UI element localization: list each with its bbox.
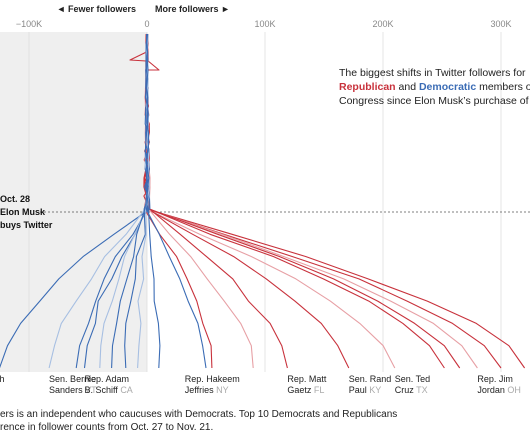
members-of-text: members of — [479, 81, 530, 93]
description-line: The biggest shifts in Twitter followers … — [339, 67, 526, 79]
democratic-label: Democratic — [418, 81, 477, 93]
democratic-series-line — [144, 33, 161, 369]
more-followers-label: More followers ► — [155, 4, 230, 14]
republican-label: Republican — [339, 81, 396, 93]
member-label: Sen. Rand Paul KY — [349, 374, 392, 395]
event-label: Oct. 28 Elon Musk buys Twitter — [0, 194, 53, 230]
description-line: Congress since Elon Musk’s purchase of T… — [339, 95, 530, 107]
member-label: Rep. Jim Jordan OH — [477, 374, 521, 395]
x-tick-label: −100K — [16, 19, 42, 29]
x-tick-label: 100K — [254, 19, 275, 29]
republican-series-line — [143, 33, 213, 369]
footnote-line: rence in follower counts from Oct. 27 to… — [0, 422, 214, 433]
and-word: and — [398, 81, 417, 93]
member-label: Rep. Matt Gaetz FL — [287, 374, 327, 395]
member-label: Rep. Adam B. Schiff CA — [84, 374, 132, 395]
x-tick-label: 0 — [144, 19, 149, 29]
chart-description: The biggest shifts in Twitter followers … — [339, 66, 530, 108]
member-label: Sen. Bernie Sanders VT — [49, 374, 97, 395]
member-label: Rep. Hakeem Jeffries NY — [185, 374, 240, 395]
republican-series-line — [144, 33, 350, 369]
footnote-line: ers is an independent who caucuses with … — [0, 409, 398, 420]
democratic-series-line — [144, 33, 207, 369]
fewer-followers-shade — [0, 32, 147, 372]
description-line: Republican and Democratic members of — [339, 80, 530, 94]
footnote: ers is an independent who caucuses with … — [0, 408, 397, 434]
event-label-line: buys Twitter — [0, 220, 53, 230]
x-tick-label: 200K — [372, 19, 393, 29]
event-label-line: Oct. 28 — [0, 194, 30, 204]
republican-series-line — [143, 33, 288, 369]
member-label: Sen. Ted Cruz TX — [395, 374, 430, 395]
member-label: h — [0, 374, 5, 384]
axis-ticks: −100K 0 100K 200K 300K — [16, 19, 512, 29]
x-tick-label: 300K — [490, 19, 511, 29]
fewer-followers-label: ◄ Fewer followers — [57, 4, 136, 14]
republican-series-line — [144, 33, 254, 369]
series-lines — [0, 33, 526, 369]
event-label-line: Elon Musk — [0, 207, 46, 217]
